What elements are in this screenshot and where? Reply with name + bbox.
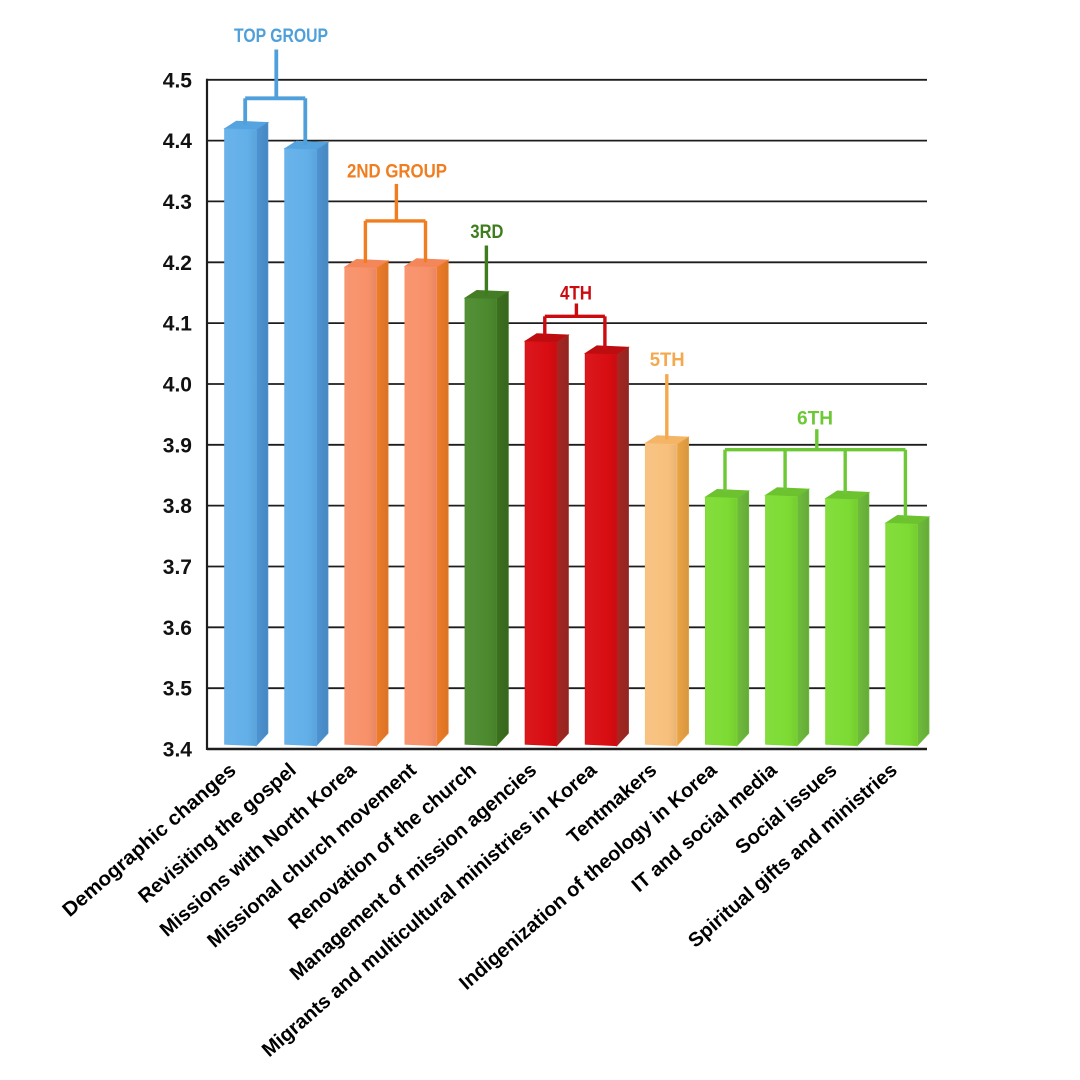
svg-text:3RD: 3RD bbox=[470, 221, 503, 243]
svg-text:3.7: 3.7 bbox=[163, 556, 192, 579]
svg-text:3.9: 3.9 bbox=[163, 434, 192, 457]
svg-text:3.8: 3.8 bbox=[163, 495, 193, 518]
svg-text:2ND GROUP: 2ND GROUP bbox=[347, 160, 447, 182]
svg-text:4.2: 4.2 bbox=[163, 252, 192, 275]
svg-text:4.5: 4.5 bbox=[163, 69, 193, 92]
svg-text:4TH: 4TH bbox=[560, 282, 592, 304]
svg-text:4.1: 4.1 bbox=[163, 313, 193, 336]
svg-text:3.5: 3.5 bbox=[163, 678, 193, 701]
svg-text:TOP GROUP: TOP GROUP bbox=[234, 25, 328, 47]
svg-text:3.4: 3.4 bbox=[163, 739, 193, 762]
svg-text:4.3: 4.3 bbox=[163, 191, 192, 214]
svg-text:4.4: 4.4 bbox=[163, 130, 193, 153]
svg-text:3.6: 3.6 bbox=[163, 617, 192, 640]
svg-text:4.0: 4.0 bbox=[163, 374, 192, 397]
svg-text:5TH: 5TH bbox=[650, 349, 685, 371]
svg-text:6TH: 6TH bbox=[797, 408, 833, 430]
